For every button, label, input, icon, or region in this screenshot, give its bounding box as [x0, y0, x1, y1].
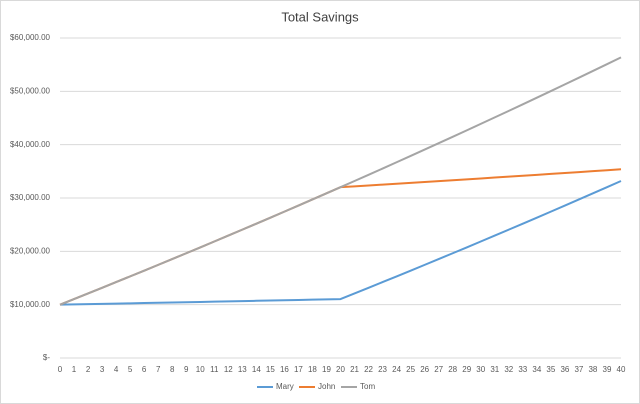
x-tick-label: 19 — [322, 365, 331, 374]
x-tick-label: 11 — [210, 365, 219, 374]
x-tick-label: 26 — [420, 365, 429, 374]
x-tick-label: 27 — [434, 365, 443, 374]
x-tick-label: 36 — [560, 365, 569, 374]
y-tick-label: $- — [43, 353, 50, 362]
x-tick-label: 4 — [114, 365, 119, 374]
x-tick-label: 40 — [617, 365, 626, 374]
x-tick-label: 6 — [142, 365, 147, 374]
x-tick-label: 23 — [378, 365, 387, 374]
y-tick-label: $20,000.00 — [10, 246, 51, 255]
y-tick-label: $50,000.00 — [10, 86, 51, 95]
x-tick-label: 10 — [196, 365, 205, 374]
series-line — [59, 56, 622, 306]
chart-title: Total Savings — [281, 9, 359, 24]
y-tick-label: $40,000.00 — [10, 140, 51, 149]
x-tick-label: 5 — [128, 365, 133, 374]
x-tick-label: 29 — [462, 365, 471, 374]
y-tick-label: $30,000.00 — [10, 193, 51, 202]
x-tick-label: 39 — [603, 365, 612, 374]
legend-label: John — [318, 382, 335, 391]
x-tick-label: 7 — [156, 365, 161, 374]
x-tick-label: 8 — [170, 365, 175, 374]
y-tick-label: $10,000.00 — [10, 300, 51, 309]
x-tick-label: 24 — [392, 365, 401, 374]
x-tick-label: 2 — [86, 365, 91, 374]
legend-label: Tom — [360, 382, 375, 391]
x-tick-label: 25 — [406, 365, 415, 374]
x-tick-label: 16 — [280, 365, 289, 374]
x-tick-label: 31 — [490, 365, 499, 374]
x-tick-label: 21 — [350, 365, 359, 374]
x-tick-label: 18 — [308, 365, 317, 374]
x-tick-label: 0 — [58, 365, 63, 374]
x-tick-label: 9 — [184, 365, 189, 374]
x-tick-label: 28 — [448, 365, 457, 374]
x-tick-label: 12 — [224, 365, 233, 374]
x-tick-label: 13 — [238, 365, 247, 374]
x-tick-label: 22 — [364, 365, 373, 374]
x-tick-label: 32 — [504, 365, 513, 374]
legend-label: Mary — [276, 382, 294, 391]
x-tick-label: 30 — [476, 365, 485, 374]
x-tick-label: 35 — [546, 365, 555, 374]
y-tick-label: $60,000.00 — [10, 33, 51, 42]
x-tick-label: 37 — [574, 365, 583, 374]
x-tick-label: 33 — [518, 365, 527, 374]
x-tick-label: 34 — [532, 365, 541, 374]
x-tick-label: 38 — [588, 365, 597, 374]
x-tick-label: 1 — [72, 365, 77, 374]
x-tick-label: 14 — [252, 365, 261, 374]
x-tick-label: 3 — [100, 365, 105, 374]
x-tick-label: 17 — [294, 365, 303, 374]
x-tick-label: 20 — [336, 365, 345, 374]
series-line — [59, 180, 622, 306]
x-tick-label: 15 — [266, 365, 275, 374]
